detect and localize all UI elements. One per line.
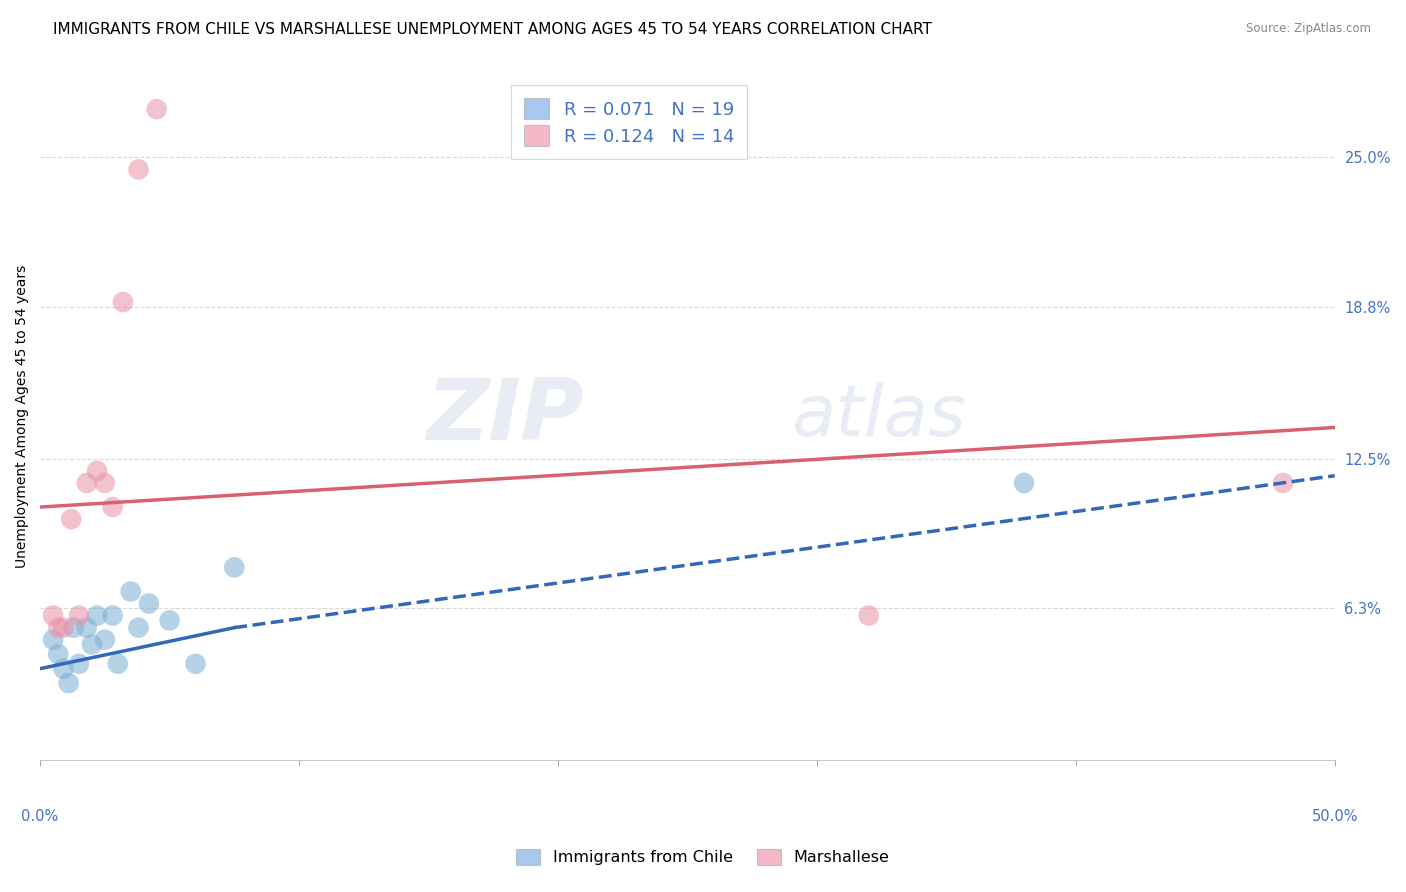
Point xyxy=(52,621,75,635)
Text: 0.0%: 0.0% xyxy=(21,808,59,823)
Text: IMMIGRANTS FROM CHILE VS MARSHALLESE UNEMPLOYMENT AMONG AGES 45 TO 54 YEARS CORR: IMMIGRANTS FROM CHILE VS MARSHALLESE UNE… xyxy=(53,22,932,37)
Point xyxy=(107,657,129,671)
Point xyxy=(1272,475,1295,490)
Point xyxy=(46,621,69,635)
Point xyxy=(138,597,160,611)
Point xyxy=(145,102,167,116)
Point xyxy=(94,632,117,647)
Point xyxy=(101,608,124,623)
Point xyxy=(46,647,69,661)
Point xyxy=(184,657,207,671)
Point xyxy=(67,608,90,623)
Point xyxy=(76,621,98,635)
Point xyxy=(101,500,124,514)
Point xyxy=(128,162,150,177)
Point xyxy=(858,608,880,623)
Legend: Immigrants from Chile, Marshallese: Immigrants from Chile, Marshallese xyxy=(509,841,897,873)
Legend: R = 0.071   N = 19, R = 0.124   N = 14: R = 0.071 N = 19, R = 0.124 N = 14 xyxy=(512,86,747,159)
Y-axis label: Unemployment Among Ages 45 to 54 years: Unemployment Among Ages 45 to 54 years xyxy=(15,265,30,568)
Point xyxy=(62,621,84,635)
Text: ZIP: ZIP xyxy=(426,376,583,458)
Text: 50.0%: 50.0% xyxy=(1312,808,1358,823)
Point xyxy=(42,632,65,647)
Point xyxy=(58,676,80,690)
Point xyxy=(86,608,108,623)
Point xyxy=(67,657,90,671)
Point xyxy=(159,614,181,628)
Point xyxy=(42,608,65,623)
Text: atlas: atlas xyxy=(792,382,966,451)
Point xyxy=(52,662,75,676)
Point xyxy=(224,560,246,574)
Point xyxy=(111,295,134,310)
Point xyxy=(76,475,98,490)
Point xyxy=(94,475,117,490)
Point xyxy=(1012,475,1035,490)
Point xyxy=(60,512,83,526)
Point xyxy=(128,621,150,635)
Point xyxy=(86,464,108,478)
Text: Source: ZipAtlas.com: Source: ZipAtlas.com xyxy=(1246,22,1371,36)
Point xyxy=(80,638,103,652)
Point xyxy=(120,584,142,599)
